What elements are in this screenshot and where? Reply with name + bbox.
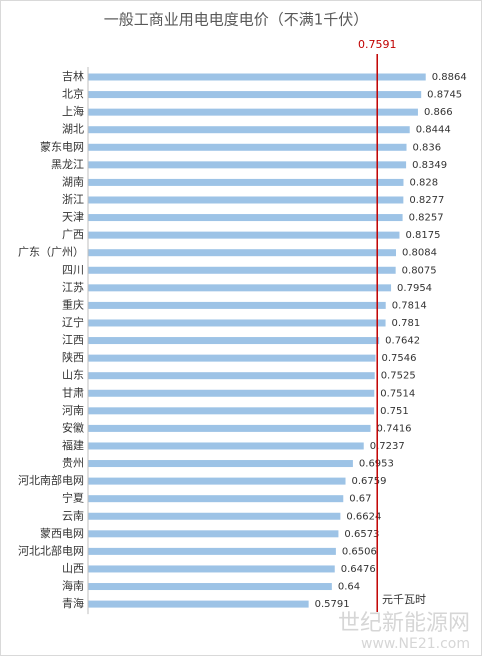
value-label: 0.5791 (315, 599, 350, 610)
bar (88, 424, 371, 432)
value-label: 0.6476 (341, 564, 376, 575)
y-tick-label: 河北北部电网 (18, 543, 84, 557)
value-label: 0.6573 (344, 529, 379, 540)
value-label: 0.7416 (377, 423, 412, 434)
bar (88, 301, 386, 309)
bar (88, 372, 375, 380)
bar (88, 108, 418, 116)
bar (88, 73, 426, 81)
value-label: 0.7514 (380, 388, 415, 399)
y-tick-label: 河南 (62, 404, 84, 417)
y-tick-label: 湖南 (62, 175, 84, 188)
y-tick-label: 辽宁 (62, 315, 84, 329)
y-tick-label: 河北南部电网 (18, 473, 84, 487)
y-tick-label: 山东 (62, 369, 84, 382)
y-tick-label: 广东（广州） (18, 246, 84, 259)
value-label: 0.6506 (342, 546, 377, 557)
y-tick-label: 蒙西电网 (40, 527, 84, 540)
y-tick-label: 云南 (62, 509, 84, 522)
bar (88, 284, 392, 292)
bar (88, 231, 400, 239)
value-label: 0.8277 (409, 195, 444, 206)
y-tick-label: 浙江 (62, 193, 84, 206)
bar (88, 249, 397, 257)
bar (88, 547, 336, 555)
bar (88, 583, 332, 591)
value-label: 0.7642 (385, 336, 420, 347)
value-label: 0.67 (349, 494, 371, 505)
watermark: www.NE21.com (361, 636, 470, 652)
value-label: 0.7954 (397, 283, 432, 294)
bar (88, 477, 346, 485)
y-tick-label: 海南 (62, 579, 84, 593)
bar (88, 389, 375, 397)
y-tick-label: 福建 (62, 438, 84, 452)
bar (88, 91, 422, 99)
y-tick-label: 湖北 (62, 123, 84, 136)
bar (88, 143, 407, 151)
value-label: 0.8745 (427, 90, 462, 101)
y-tick-label: 黑龙江 (51, 158, 84, 171)
y-tick-label: 蒙东电网 (40, 140, 84, 153)
bar (88, 161, 407, 169)
y-tick-label: 陕西 (62, 350, 84, 364)
value-label: 0.8175 (405, 230, 440, 241)
y-tick-label: 青海 (62, 596, 84, 610)
y-tick-label: 四川 (62, 263, 84, 276)
y-tick-label: 江苏 (62, 281, 84, 294)
value-label: 0.6759 (352, 476, 387, 487)
chart-title: 一般工商业用电电度电价（不满1千伏） (104, 11, 369, 29)
bar (88, 600, 309, 608)
value-label: 0.7814 (392, 300, 427, 311)
value-label: 0.8084 (402, 248, 437, 259)
bar (88, 266, 396, 274)
bar (88, 214, 403, 222)
y-tick-label: 重庆 (62, 297, 84, 311)
bar (88, 530, 339, 538)
value-label: 0.64 (338, 582, 360, 593)
value-label: 0.828 (409, 177, 438, 188)
bar (88, 407, 375, 415)
y-tick-label: 山西 (62, 562, 84, 575)
value-label: 0.8075 (402, 265, 437, 276)
bar (88, 337, 380, 345)
y-tick-label: 广西 (62, 228, 84, 241)
value-label: 0.7525 (381, 371, 416, 382)
bar (88, 460, 353, 468)
y-tick-label: 甘肃 (62, 386, 84, 399)
watermark: 世纪新能源网 (338, 611, 470, 636)
value-label: 0.8257 (409, 213, 444, 224)
bar (88, 442, 364, 450)
unit-label: 元千瓦时 (382, 593, 426, 606)
value-label: 0.6624 (346, 511, 381, 522)
bar (88, 565, 335, 573)
y-tick-label: 天津 (62, 211, 84, 224)
bar (88, 319, 386, 327)
y-tick-label: 宁夏 (62, 491, 84, 505)
value-label: 0.7237 (370, 441, 405, 452)
bar (88, 512, 341, 520)
bar (88, 495, 344, 503)
bar (88, 126, 410, 134)
y-tick-label: 贵州 (62, 457, 84, 470)
value-label: 0.8349 (412, 160, 447, 171)
y-tick-label: 安徽 (62, 420, 84, 434)
reference-label: 0.7591 (358, 38, 397, 51)
value-label: 0.6953 (359, 459, 394, 470)
y-tick-label: 上海 (62, 104, 84, 118)
y-tick-label: 吉林 (62, 69, 84, 83)
value-label: 0.836 (413, 142, 442, 153)
value-label: 0.751 (380, 406, 409, 417)
bar (88, 196, 404, 204)
value-label: 0.781 (392, 318, 421, 329)
value-label: 0.8444 (416, 125, 451, 136)
y-tick-label: 江西 (62, 334, 84, 347)
value-label: 0.8864 (432, 72, 467, 83)
bar (88, 178, 404, 186)
value-label: 0.7546 (382, 353, 417, 364)
bar (88, 354, 376, 362)
y-tick-label: 北京 (62, 87, 84, 101)
value-label: 0.866 (424, 107, 453, 118)
